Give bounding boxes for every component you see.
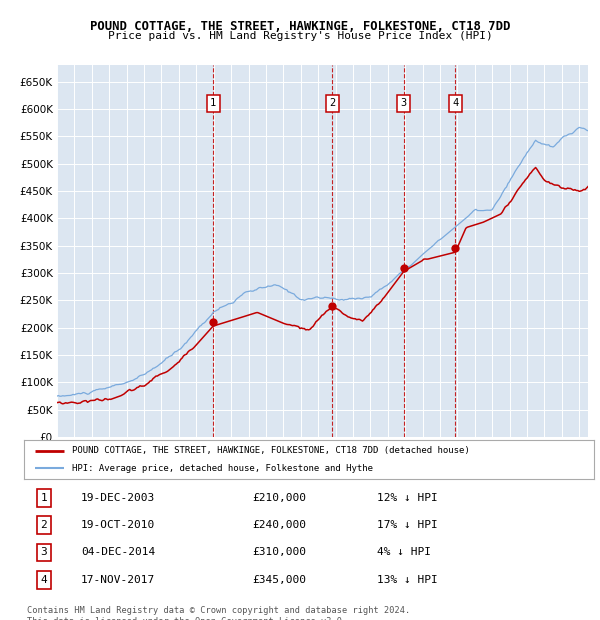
Text: 04-DEC-2014: 04-DEC-2014 [81,547,155,557]
Text: £345,000: £345,000 [252,575,306,585]
Text: 2: 2 [41,520,47,530]
Text: 13% ↓ HPI: 13% ↓ HPI [377,575,438,585]
Text: £240,000: £240,000 [252,520,306,530]
Text: 3: 3 [41,547,47,557]
Text: 1: 1 [41,493,47,503]
Text: 19-DEC-2003: 19-DEC-2003 [81,493,155,503]
Text: POUND COTTAGE, THE STREET, HAWKINGE, FOLKESTONE, CT18 7DD: POUND COTTAGE, THE STREET, HAWKINGE, FOL… [90,20,510,33]
Text: 19-OCT-2010: 19-OCT-2010 [81,520,155,530]
Text: 12% ↓ HPI: 12% ↓ HPI [377,493,438,503]
Text: 4: 4 [452,99,458,108]
Text: 4% ↓ HPI: 4% ↓ HPI [377,547,431,557]
Text: 17% ↓ HPI: 17% ↓ HPI [377,520,438,530]
Text: 3: 3 [401,99,407,108]
Text: 2: 2 [329,99,335,108]
Text: £310,000: £310,000 [252,547,306,557]
Text: Contains HM Land Registry data © Crown copyright and database right 2024.
This d: Contains HM Land Registry data © Crown c… [27,606,410,620]
Text: 17-NOV-2017: 17-NOV-2017 [81,575,155,585]
Text: £210,000: £210,000 [252,493,306,503]
Text: 4: 4 [41,575,47,585]
Text: POUND COTTAGE, THE STREET, HAWKINGE, FOLKESTONE, CT18 7DD (detached house): POUND COTTAGE, THE STREET, HAWKINGE, FOL… [73,446,470,455]
Text: 1: 1 [210,99,216,108]
Text: Price paid vs. HM Land Registry's House Price Index (HPI): Price paid vs. HM Land Registry's House … [107,31,493,41]
Text: HPI: Average price, detached house, Folkestone and Hythe: HPI: Average price, detached house, Folk… [73,464,373,473]
